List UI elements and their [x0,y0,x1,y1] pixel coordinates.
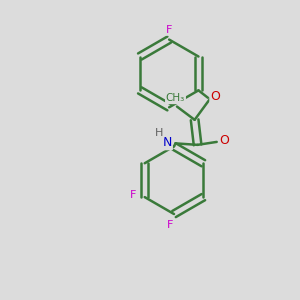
Text: O: O [219,134,229,147]
Text: O: O [210,90,220,103]
Text: F: F [166,25,172,35]
Text: H: H [155,128,164,138]
Text: N: N [163,136,172,149]
Text: F: F [167,220,173,230]
Text: CH₃: CH₃ [166,93,185,103]
Text: F: F [130,190,137,200]
